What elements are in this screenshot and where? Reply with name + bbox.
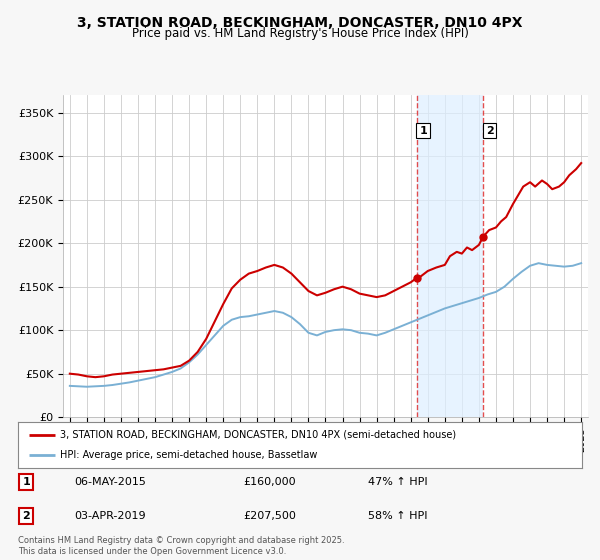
Text: 47% ↑ HPI: 47% ↑ HPI [368, 477, 427, 487]
Text: 06-MAY-2015: 06-MAY-2015 [74, 477, 146, 487]
Text: HPI: Average price, semi-detached house, Bassetlaw: HPI: Average price, semi-detached house,… [60, 450, 317, 460]
Text: Contains HM Land Registry data © Crown copyright and database right 2025.
This d: Contains HM Land Registry data © Crown c… [18, 536, 344, 556]
Text: 2: 2 [486, 125, 493, 136]
Text: 3, STATION ROAD, BECKINGHAM, DONCASTER, DN10 4PX: 3, STATION ROAD, BECKINGHAM, DONCASTER, … [77, 16, 523, 30]
Text: 58% ↑ HPI: 58% ↑ HPI [368, 511, 427, 521]
Text: Price paid vs. HM Land Registry's House Price Index (HPI): Price paid vs. HM Land Registry's House … [131, 27, 469, 40]
Text: 03-APR-2019: 03-APR-2019 [74, 511, 146, 521]
Text: £207,500: £207,500 [244, 511, 296, 521]
Text: 2: 2 [23, 511, 31, 521]
Bar [416, 95, 483, 417]
Text: £160,000: £160,000 [244, 477, 296, 487]
Text: 3, STATION ROAD, BECKINGHAM, DONCASTER, DN10 4PX (semi-detached house): 3, STATION ROAD, BECKINGHAM, DONCASTER, … [60, 430, 457, 440]
Text: 1: 1 [419, 125, 427, 136]
Text: 1: 1 [23, 477, 31, 487]
